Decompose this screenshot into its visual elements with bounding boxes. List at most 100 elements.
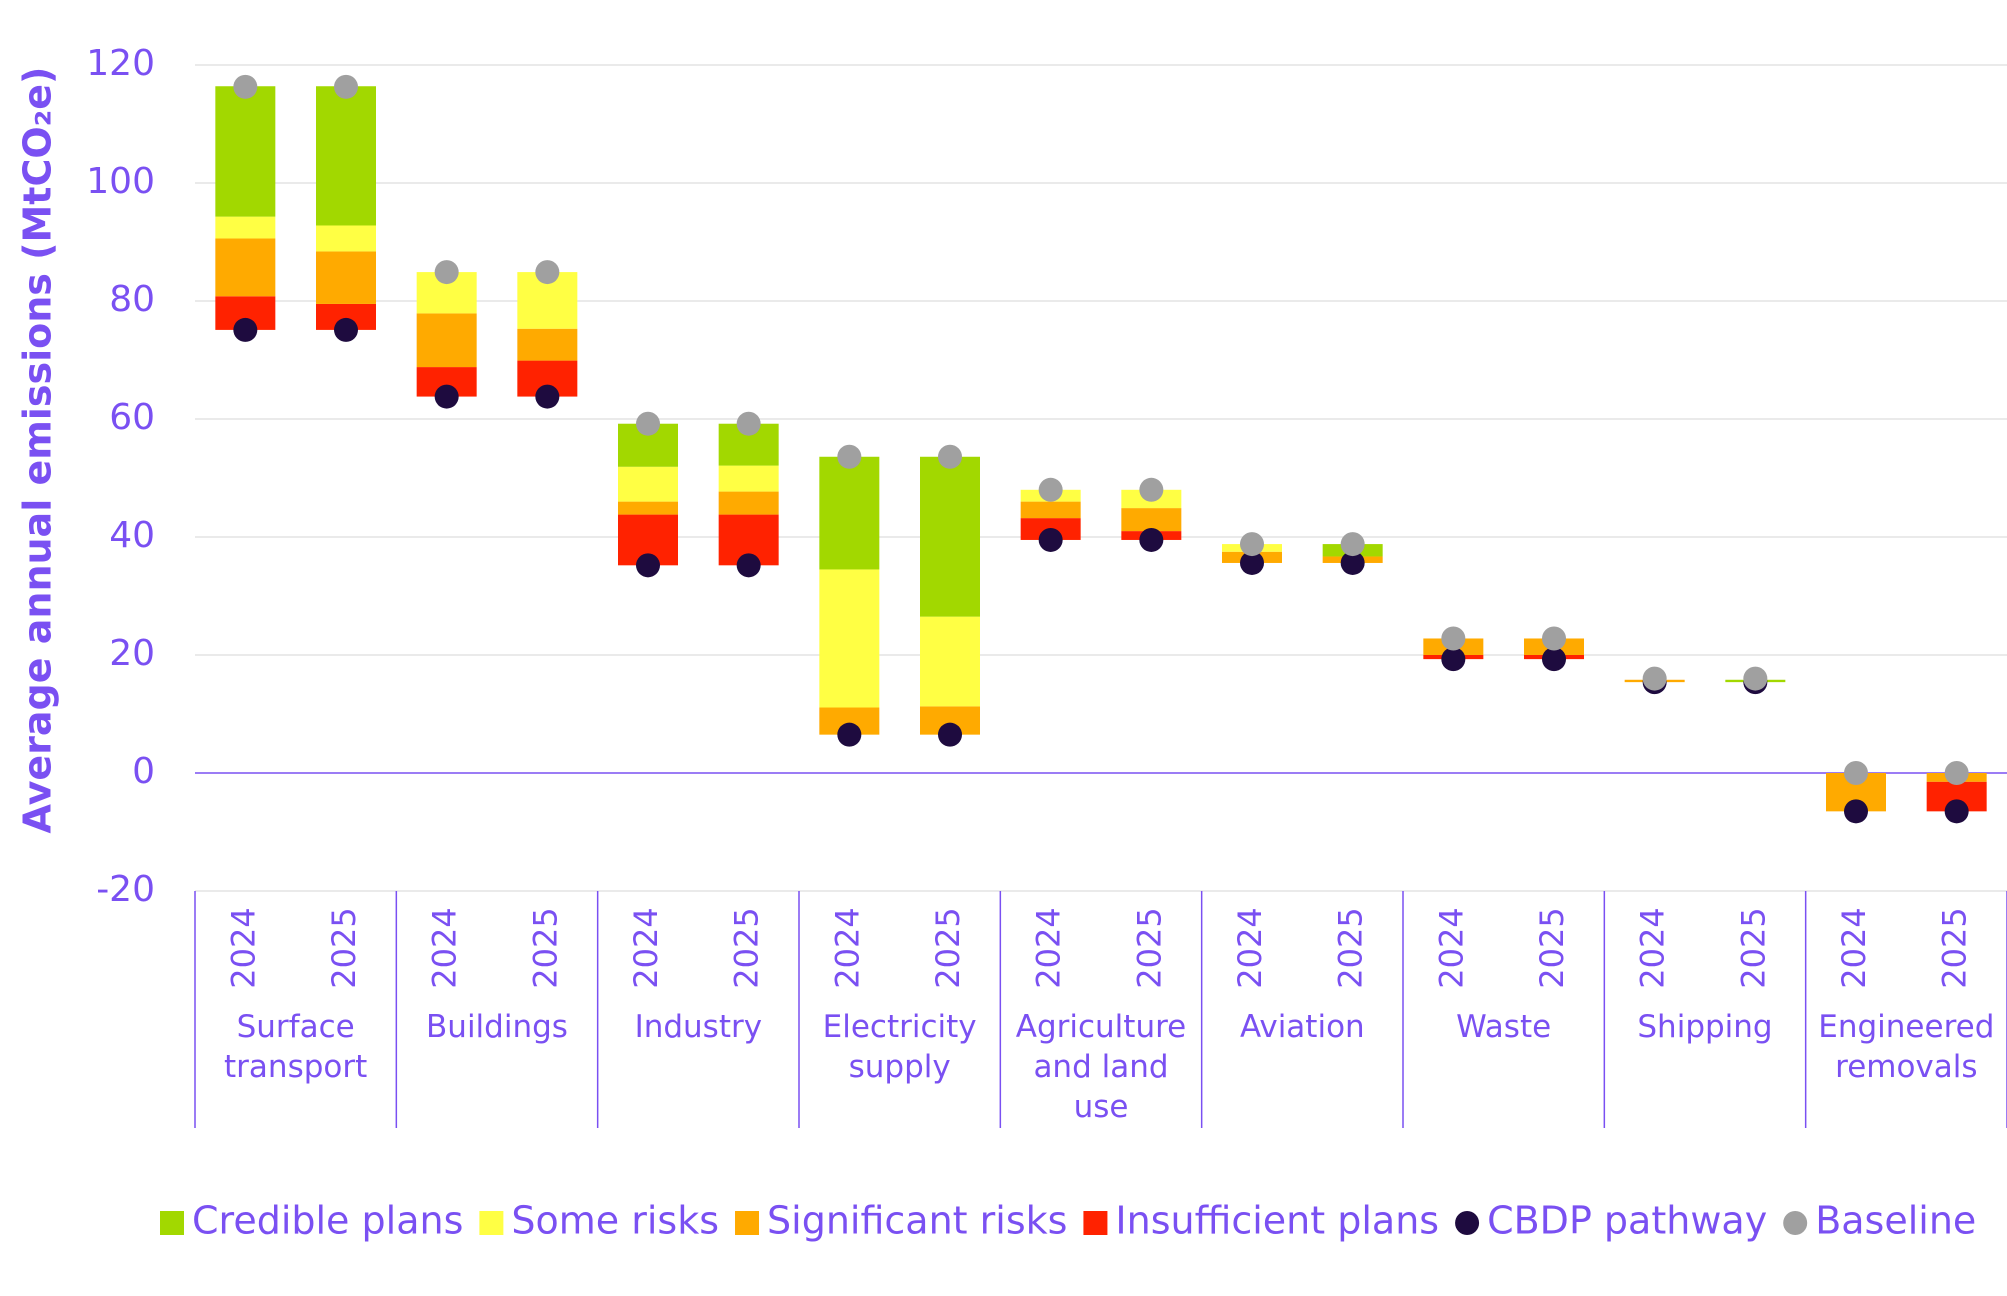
- bar-segment: [819, 456, 880, 570]
- x-tick-label: 2025: [325, 907, 363, 988]
- marker: [837, 722, 862, 747]
- y-tick-label: 100: [86, 161, 155, 202]
- marker: [938, 444, 962, 469]
- x-tick-label: 2024: [1432, 907, 1470, 988]
- group-label: Buildings: [426, 1009, 568, 1045]
- marker: [1139, 477, 1164, 502]
- x-tick-label: 2025: [728, 907, 766, 988]
- x-tick-label: 2025: [1533, 907, 1571, 988]
- marker: [1542, 647, 1566, 672]
- bar-segment: [215, 86, 276, 217]
- legend-label: Some risks: [511, 1199, 719, 1243]
- group-label: Surface transport: [224, 1009, 367, 1085]
- bar-segment: [215, 216, 276, 239]
- marker: [535, 260, 560, 285]
- group-label: Waste: [1456, 1009, 1551, 1045]
- legend-swatch: [1455, 1211, 1480, 1235]
- x-tick-label: 2025: [1734, 907, 1772, 988]
- marker: [1340, 532, 1365, 557]
- marker: [1038, 477, 1063, 502]
- bar-segment: [316, 86, 376, 226]
- marker: [636, 411, 660, 436]
- marker: [1441, 647, 1466, 672]
- x-tick-label: 2025: [1130, 907, 1168, 988]
- bar-segment: [316, 225, 376, 252]
- marker: [837, 444, 862, 469]
- y-tick-label: 60: [109, 397, 155, 438]
- x-tick-label: 2024: [828, 907, 866, 988]
- bar-segment: [718, 491, 779, 515]
- bar-segment: [215, 238, 276, 297]
- marker: [334, 317, 358, 342]
- marker: [1944, 799, 1969, 824]
- y-tick-label: 0: [132, 751, 155, 792]
- marker: [1139, 527, 1164, 552]
- marker: [1441, 626, 1466, 651]
- legend-label: Significant risks: [767, 1199, 1067, 1243]
- marker: [736, 411, 761, 436]
- group-label: Engineered removals: [1818, 1009, 1994, 1085]
- x-tick-label: 2025: [929, 907, 967, 988]
- bar-segment: [316, 251, 376, 304]
- group-label: Aviation: [1240, 1009, 1365, 1045]
- y-tick-label: 40: [109, 515, 155, 556]
- bar-segment: [1121, 508, 1182, 532]
- x-tick-label: 2024: [1030, 907, 1068, 988]
- bar-segment: [718, 465, 779, 492]
- marker: [1844, 799, 1868, 824]
- x-tick-label: 2025: [1936, 907, 1974, 988]
- y-tick-label: 20: [109, 633, 155, 674]
- legend-swatch: [1783, 1211, 1808, 1235]
- x-tick-label: 2025: [526, 907, 564, 988]
- legend-swatch: [735, 1211, 760, 1235]
- marker: [334, 74, 358, 99]
- marker: [233, 74, 258, 99]
- legend-label: Credible plans: [192, 1199, 463, 1243]
- x-tick-label: 2024: [1231, 907, 1269, 988]
- bar-segment: [819, 569, 880, 708]
- bar-segment: [416, 313, 477, 368]
- marker: [434, 384, 459, 409]
- legend-swatch: [479, 1211, 504, 1235]
- marker: [636, 553, 660, 578]
- marker: [1340, 550, 1365, 575]
- y-tick-label: 120: [86, 43, 155, 84]
- legend-label: Insufficient plans: [1115, 1199, 1439, 1243]
- bar-segment: [920, 616, 980, 707]
- group-label: Electricity supply: [823, 1009, 977, 1085]
- bar-segment: [1020, 501, 1081, 519]
- x-tick-label: 2024: [426, 907, 464, 988]
- marker: [1844, 761, 1868, 785]
- x-tick-label: 2024: [1634, 907, 1672, 988]
- legend-label: Baseline: [1815, 1199, 1976, 1243]
- marker: [233, 317, 258, 342]
- marker: [1944, 761, 1969, 785]
- y-axis-title: Average annual emissions (MtCO₂e): [16, 67, 60, 834]
- marker: [434, 260, 459, 285]
- group-label: Agriculture and land use: [1016, 1009, 1187, 1125]
- y-tick-label: 80: [109, 279, 155, 320]
- marker: [1038, 527, 1063, 552]
- y-tick-label: -20: [96, 869, 155, 910]
- legend-swatch: [160, 1211, 184, 1235]
- marker: [1240, 550, 1264, 575]
- marker: [535, 384, 560, 409]
- bar-segment: [618, 466, 678, 502]
- marker: [1743, 666, 1768, 691]
- marker: [1240, 532, 1264, 557]
- x-tick-label: 2024: [224, 907, 262, 988]
- marker: [1642, 666, 1667, 691]
- x-tick-label: 2024: [627, 907, 665, 988]
- x-tick-label: 2025: [1332, 907, 1370, 988]
- bar-segment: [517, 328, 578, 361]
- bar-segment: [920, 456, 980, 617]
- group-label: Industry: [635, 1009, 763, 1045]
- x-tick-label: 2024: [1835, 907, 1873, 988]
- marker: [1542, 626, 1566, 651]
- bar-segment: [618, 501, 678, 515]
- marker: [938, 722, 962, 747]
- legend-label: CBDP pathway: [1487, 1199, 1767, 1243]
- marker: [736, 553, 761, 578]
- group-label: Shipping: [1637, 1009, 1772, 1045]
